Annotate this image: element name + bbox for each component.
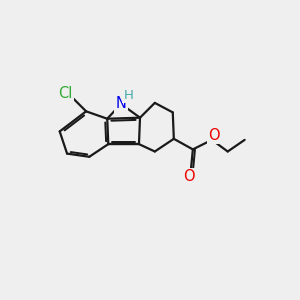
Text: Cl: Cl (58, 86, 73, 101)
Text: O: O (208, 128, 219, 143)
Text: H: H (123, 89, 133, 102)
Text: N: N (116, 96, 126, 111)
Text: O: O (183, 169, 195, 184)
